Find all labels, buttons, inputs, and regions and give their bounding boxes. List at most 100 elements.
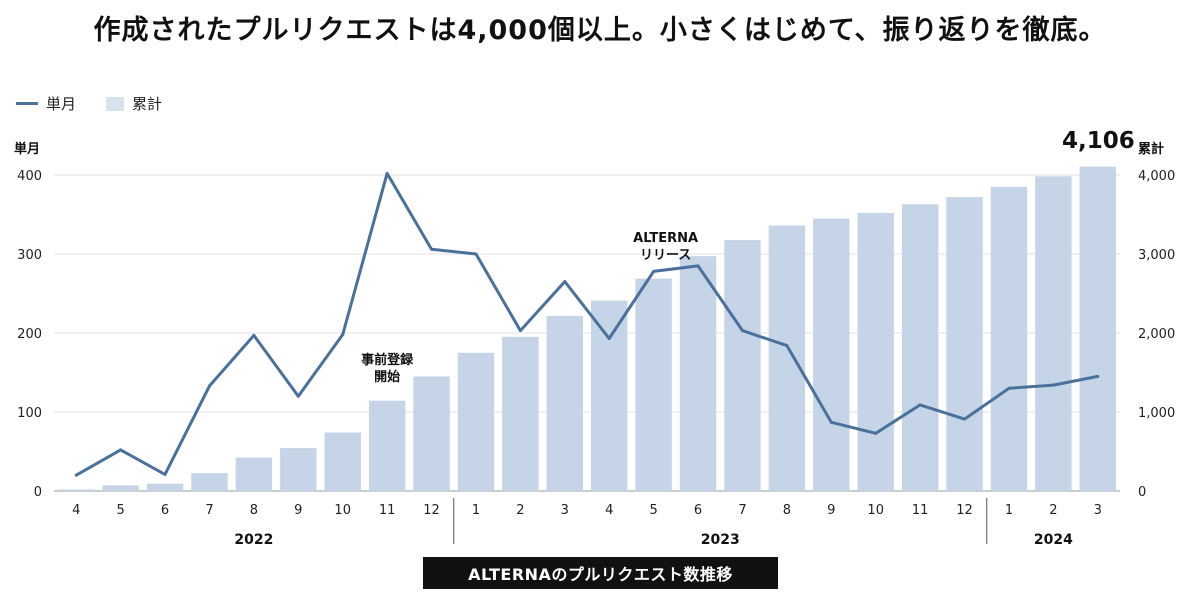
right-tick-label: 2,000 [1138,327,1175,342]
x-tick-label: 1 [1005,503,1013,518]
legend-bar-swatch [106,96,125,111]
right-tick-label: 0 [1138,485,1146,500]
cumulative-bar [1079,166,1117,491]
x-tick-label: 11 [912,503,929,518]
cumulative-bar [502,336,539,491]
x-tick-label: 7 [205,503,213,518]
annotation-text: ALTERNA [633,231,698,246]
cumulative-bar [191,473,228,491]
cumulative-bar [235,457,273,491]
cumulative-bar [324,432,361,491]
monthly-point [740,329,744,333]
x-tick-label: 2 [1049,503,1057,518]
cumulative-bar [546,315,584,491]
x-tick-label: 8 [250,503,258,518]
monthly-point [518,329,522,333]
left-tick-label: 100 [17,406,42,421]
cumulative-bar [280,448,317,491]
legend: 単月 累計 [16,93,162,114]
cumulative-bar [901,204,939,491]
x-tick-label: 10 [867,503,884,518]
x-tick-label: 8 [783,503,791,518]
year-label: 2024 [1034,532,1073,548]
monthly-point [385,171,389,175]
x-tick-label: 11 [379,503,396,518]
x-tick-label: 4 [72,503,80,518]
cumulative-bar [457,352,495,491]
cumulative-bar [679,256,717,491]
monthly-point [607,337,611,341]
right-tick-label: 4,000 [1138,169,1175,184]
left-tick-label: 200 [17,327,42,342]
cumulative-bar [590,300,628,491]
legend-cumulative-label: 累計 [132,95,163,113]
cumulative-bar [57,489,95,491]
monthly-point [1096,374,1100,378]
total-value-label: 4,106 [1062,128,1135,154]
x-tick-label: 9 [827,503,835,518]
monthly-point [563,280,567,284]
legend-line-swatch [16,102,38,105]
x-tick-label: 2 [516,503,524,518]
cumulative-bar [946,197,983,491]
cumulative-bar [768,225,806,491]
x-tick-label: 7 [738,503,746,518]
legend-monthly-label: 単月 [46,95,77,113]
x-tick-label: 6 [694,503,702,518]
annotation-text: 開始 [374,369,400,385]
x-tick-label: 4 [605,503,613,518]
x-tick-label: 5 [116,503,124,518]
chart-title: 作成されたプルリクエストは4,000個以上。小さくはじめて、振り返りを徹底。 [93,15,1107,46]
chart-caption: ALTERNAのプルリクエスト数推移 [423,557,778,589]
left-axis-title: 単月 [14,142,41,157]
monthly-point [1051,383,1055,387]
left-tick-label: 400 [17,169,42,184]
cumulative-bar [990,186,1028,491]
monthly-point [341,333,345,337]
monthly-point [785,344,789,348]
monthly-line [75,171,1099,477]
year-label: 2023 [701,532,740,548]
left-tick-label: 300 [17,248,42,263]
cumulative-bar [146,483,184,491]
monthly-point [918,403,922,407]
x-tick-label: 12 [423,503,440,518]
x-tick-label: 1 [472,503,480,518]
year-label: 2022 [234,532,273,548]
cumulative-bar [368,400,406,491]
x-tick-label: 3 [561,503,569,518]
monthly-point [963,417,967,421]
annotation-text: 事前登録 [361,352,414,368]
monthly-point [696,264,700,268]
x-tick-label: 6 [161,503,169,518]
annotation-text: リリース [640,248,691,263]
x-tick-label: 10 [334,503,351,518]
right-tick-label: 1,000 [1138,406,1175,421]
monthly-point [829,420,833,424]
monthly-point [207,384,211,388]
x-tick-label: 12 [956,503,973,518]
monthly-point [474,252,478,256]
cumulative-bar [813,218,850,491]
monthly-point [163,472,167,476]
monthly-point [252,333,256,337]
cumulative-bar [857,212,894,492]
x-tick-label: 5 [649,503,657,518]
x-tick-label: 3 [1094,503,1102,518]
monthly-point [119,448,123,452]
monthly-point [430,247,434,251]
right-tick-label: 3,000 [1138,248,1175,263]
cumulative-bar [102,485,139,491]
monthly-point [296,394,300,398]
cumulative-bar [724,240,761,491]
cumulative-bar [1035,176,1072,491]
right-axis-title: 累計 [1138,142,1165,157]
x-tick-label: 9 [294,503,302,518]
monthly-point [1007,386,1011,390]
monthly-point [652,269,656,273]
left-tick-label: 0 [34,485,42,500]
cumulative-bar [413,376,450,491]
cumulative-bar [635,278,672,491]
monthly-point [874,431,878,435]
